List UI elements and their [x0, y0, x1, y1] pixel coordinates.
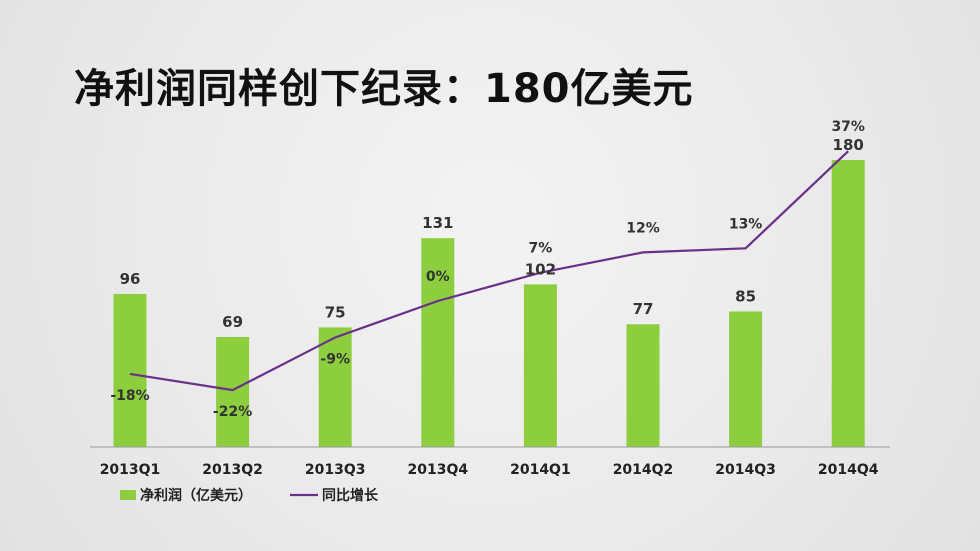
bar-2013Q1 — [113, 293, 147, 447]
bar-value-label-2014Q4: 180 — [833, 136, 864, 154]
chart-title: 净利润同样创下纪录：180亿美元 — [74, 66, 694, 112]
bar-2014Q3 — [729, 311, 763, 447]
bar-value-label-2014Q3: 85 — [735, 287, 756, 305]
bar-2013Q2 — [216, 336, 250, 447]
bar-value-label-2013Q4: 131 — [422, 214, 453, 232]
category-label-2014Q2: 2014Q2 — [613, 462, 674, 478]
category-label-2014Q3: 2014Q3 — [715, 462, 776, 478]
category-label-2013Q3: 2013Q3 — [305, 462, 366, 478]
bar-value-label-2013Q2: 69 — [222, 313, 243, 331]
growth-label-2013Q4: 0% — [426, 269, 450, 285]
growth-label-2013Q2: -22% — [213, 404, 252, 420]
growth-label-2013Q1: -18% — [110, 388, 149, 404]
bar-value-label-2014Q1: 102 — [525, 260, 556, 278]
legend-label-growth: 同比增长 — [322, 487, 379, 504]
category-label-2013Q1: 2013Q1 — [100, 462, 161, 478]
growth-label-2014Q1: 7% — [529, 241, 553, 257]
legend-label-net-profit: 净利润（亿美元） — [140, 487, 252, 504]
category-label-2013Q4: 2013Q4 — [407, 462, 468, 478]
category-label-2014Q1: 2014Q1 — [510, 462, 571, 478]
bar-value-label-2013Q3: 75 — [325, 303, 346, 321]
bar-value-label-2014Q2: 77 — [633, 300, 654, 318]
growth-label-2014Q3: 13% — [729, 216, 763, 232]
bar-value-label-2013Q1: 96 — [120, 270, 141, 288]
legend-swatch-net-profit — [120, 490, 136, 500]
category-label-2014Q4: 2014Q4 — [818, 462, 879, 478]
bar-2013Q3 — [318, 327, 352, 447]
growth-line — [129, 150, 849, 392]
growth-label-2014Q4: 37% — [831, 119, 865, 135]
bar-2014Q1 — [523, 284, 557, 447]
bar-2013Q4 — [421, 238, 455, 447]
bar-2014Q2 — [626, 324, 660, 447]
growth-label-2013Q3: -9% — [320, 351, 350, 367]
growth-label-2014Q2: 12% — [626, 220, 660, 236]
category-label-2013Q2: 2013Q2 — [202, 462, 263, 478]
bar-2014Q4 — [831, 160, 865, 447]
